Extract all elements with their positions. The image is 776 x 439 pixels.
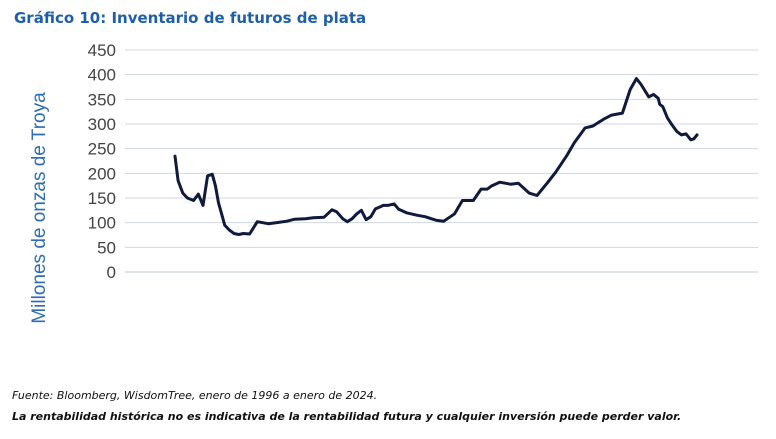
series-line <box>173 77 699 236</box>
y-tick-label: 0 <box>107 263 116 282</box>
gridlines <box>125 49 758 273</box>
y-tick-label: 350 <box>88 90 116 109</box>
y-tick-label: 250 <box>88 140 116 159</box>
disclaimer-note: La rentabilidad histórica no es indicati… <box>12 410 682 423</box>
y-tick-label: 200 <box>88 164 116 183</box>
y-tick-label: 450 <box>88 41 116 60</box>
y-tick-label: 300 <box>88 115 116 134</box>
y-tick-labels: 0 50 100 150 200 250 300 350 400 450 <box>88 41 116 282</box>
source-note: Fuente: Bloomberg, WisdomTree, enero de … <box>12 389 378 402</box>
y-tick-label: 100 <box>88 214 116 233</box>
y-axis-label: Millones de onzas de Troya <box>29 92 50 324</box>
y-tick-label: 400 <box>88 66 116 85</box>
chart-svg: 0 50 100 150 200 250 300 350 400 450 Millones de … <box>29 41 758 324</box>
y-tick-label: 50 <box>97 238 116 257</box>
chart-title: Gráfico 10: Inventario de futuros de pla… <box>14 9 367 27</box>
y-tick-label: 150 <box>88 189 116 208</box>
